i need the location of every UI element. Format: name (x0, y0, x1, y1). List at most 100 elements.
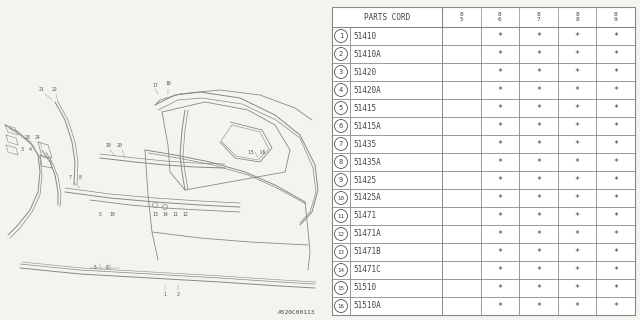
Text: 51510A: 51510A (353, 301, 381, 310)
Text: *: * (613, 31, 618, 41)
Text: 51435A: 51435A (353, 157, 381, 166)
Text: *: * (536, 194, 541, 203)
Text: 12: 12 (337, 231, 344, 236)
Text: *: * (613, 122, 618, 131)
Text: *: * (575, 68, 580, 76)
Text: *: * (536, 140, 541, 148)
Text: *: * (497, 175, 502, 185)
Text: *: * (536, 284, 541, 292)
Text: 11: 11 (172, 212, 178, 217)
Text: 21: 21 (39, 87, 45, 92)
Text: *: * (536, 31, 541, 41)
Text: *: * (536, 229, 541, 238)
Text: 8
8: 8 8 (575, 12, 579, 22)
Text: 51415A: 51415A (353, 122, 381, 131)
Text: 15: 15 (337, 285, 344, 291)
Text: *: * (613, 194, 618, 203)
Text: *: * (575, 85, 580, 94)
Text: *: * (497, 50, 502, 59)
Bar (332, 7, 635, 315)
Text: 18: 18 (165, 81, 171, 86)
Text: *: * (575, 301, 580, 310)
Text: 19: 19 (105, 143, 111, 148)
Text: *: * (497, 31, 502, 41)
Text: 1: 1 (339, 33, 343, 39)
Text: 5: 5 (99, 212, 101, 217)
Text: *: * (613, 212, 618, 220)
Text: *: * (575, 140, 580, 148)
Text: 10: 10 (109, 212, 115, 217)
Text: *: * (613, 103, 618, 113)
Text: 7: 7 (339, 141, 343, 147)
Text: *: * (497, 140, 502, 148)
Text: 6: 6 (339, 123, 343, 129)
Text: *: * (575, 122, 580, 131)
Text: 16: 16 (337, 303, 344, 308)
Text: 23: 23 (25, 135, 31, 140)
Text: 3: 3 (339, 69, 343, 75)
Text: *: * (497, 266, 502, 275)
Text: *: * (497, 194, 502, 203)
Text: 4: 4 (29, 147, 31, 152)
Text: *: * (497, 284, 502, 292)
Text: 5: 5 (93, 265, 97, 270)
Text: *: * (497, 85, 502, 94)
Text: 15  16: 15 16 (248, 149, 265, 155)
Text: *: * (536, 175, 541, 185)
Text: 14: 14 (162, 212, 168, 217)
Text: *: * (613, 140, 618, 148)
Text: 51471: 51471 (353, 212, 376, 220)
Text: 12: 12 (182, 212, 188, 217)
Text: *: * (575, 212, 580, 220)
Text: 51471B: 51471B (353, 247, 381, 257)
Text: 8
7: 8 7 (536, 12, 540, 22)
Text: PARTS CORD: PARTS CORD (364, 12, 410, 21)
Text: 2: 2 (177, 292, 179, 297)
Text: 8: 8 (339, 159, 343, 165)
Text: *: * (497, 157, 502, 166)
Text: 1: 1 (164, 292, 166, 297)
Text: 51471C: 51471C (353, 266, 381, 275)
Text: *: * (536, 68, 541, 76)
Text: 22: 22 (52, 87, 58, 92)
Text: *: * (575, 50, 580, 59)
Text: *: * (613, 247, 618, 257)
Text: *: * (575, 31, 580, 41)
Text: 8: 8 (106, 265, 108, 270)
Text: 51420: 51420 (353, 68, 376, 76)
Text: 51420A: 51420A (353, 85, 381, 94)
Text: *: * (575, 247, 580, 257)
Text: *: * (497, 247, 502, 257)
Text: *: * (613, 157, 618, 166)
Text: 11: 11 (337, 213, 344, 219)
Text: 2: 2 (339, 51, 343, 57)
Text: 7: 7 (68, 175, 72, 180)
Text: 51425A: 51425A (353, 194, 381, 203)
Text: *: * (497, 122, 502, 131)
Text: *: * (497, 301, 502, 310)
Text: 13: 13 (337, 250, 344, 254)
Text: *: * (536, 103, 541, 113)
Text: 8: 8 (79, 175, 81, 180)
Text: 51435: 51435 (353, 140, 376, 148)
Text: *: * (497, 212, 502, 220)
Text: 17: 17 (152, 83, 158, 88)
Text: *: * (613, 175, 618, 185)
Text: *: * (536, 85, 541, 94)
Text: *: * (575, 194, 580, 203)
Text: 14: 14 (337, 268, 344, 273)
Text: *: * (575, 266, 580, 275)
Text: *: * (613, 229, 618, 238)
Text: *: * (575, 284, 580, 292)
Text: *: * (497, 68, 502, 76)
Text: 51410A: 51410A (353, 50, 381, 59)
Text: *: * (575, 229, 580, 238)
Text: 51471A: 51471A (353, 229, 381, 238)
Text: 8
6: 8 6 (498, 12, 502, 22)
Text: *: * (575, 157, 580, 166)
Text: *: * (536, 50, 541, 59)
Text: *: * (613, 301, 618, 310)
Text: 8
5: 8 5 (460, 12, 463, 22)
Text: 13: 13 (152, 212, 158, 217)
Text: *: * (536, 301, 541, 310)
